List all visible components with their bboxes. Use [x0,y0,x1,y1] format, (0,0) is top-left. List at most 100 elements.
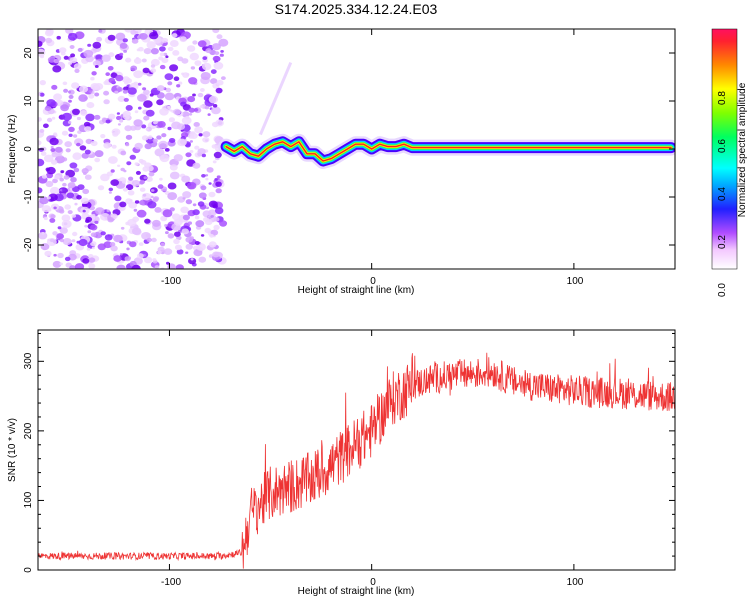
noise-blob [94,65,99,68]
noise-blob [72,152,82,160]
noise-blob [204,105,210,110]
noise-blob [64,141,72,148]
noise-blob [56,35,61,40]
noise-blob [215,188,222,194]
noise-blob [150,58,160,67]
top-ytick-label: 0 [23,146,34,152]
noise-blob [119,52,124,57]
noise-blob [120,167,125,172]
noise-blob [82,209,86,213]
noise-blob [85,138,93,145]
noise-blob [164,224,168,227]
noise-blob [80,197,89,204]
noise-blob [97,185,105,191]
noise-blob [100,134,106,139]
noise-blob [125,57,132,63]
top-ytick-label: -20 [23,237,34,252]
noise-blob [116,87,123,92]
noise-blob [152,219,161,227]
noise-blob [200,185,207,191]
noise-blob [87,43,92,47]
noise-blob [103,90,110,96]
noise-blob [169,40,179,47]
noise-blob [57,252,64,259]
noise-blob [159,177,163,181]
noise-blob [38,40,43,47]
noise-blob [59,227,68,234]
bottom-ylabel: SNR (10 * v/v) [7,418,18,482]
noise-blob [141,192,152,201]
top-ytick-label: 20 [23,47,34,59]
noise-blob [116,112,120,115]
noise-blob [117,164,121,167]
noise-blob [202,131,211,138]
noise-blob [114,195,122,202]
noise-blob [208,191,216,198]
bottom-xtick-label: 100 [567,577,584,588]
noise-blob [88,257,96,263]
noise-blob [199,105,204,109]
noise-blob [128,201,138,209]
noise-blob [167,182,177,190]
noise-blob [113,255,122,262]
noise-blob [138,106,142,110]
noise-blob [173,76,180,81]
noise-blob [211,106,221,115]
noise-blob [154,148,165,157]
noise-blob [62,81,68,86]
noise-blob [95,54,104,61]
noise-blob [103,241,113,249]
noise-blob [114,90,119,95]
noise-blob [120,150,127,156]
noise-blob [67,182,76,189]
noise-blob [50,148,56,152]
noise-blob [53,93,63,101]
noise-blob [117,95,126,102]
snr-series-line [38,352,675,569]
noise-blob [94,157,101,163]
noise-blob [213,61,224,70]
noise-blob [90,241,97,247]
noise-blob [160,242,166,247]
noise-blob [95,207,105,215]
trace-core [225,141,672,162]
noise-blob [157,184,164,189]
noise-blob [59,177,64,182]
noise-blob [189,52,199,61]
noise-blob [73,167,80,173]
noise-blob [146,41,156,49]
noise-blob [125,134,133,140]
noise-blob [111,144,117,149]
noise-blob [68,133,73,137]
noise-blob [173,238,180,245]
noise-blob [62,238,72,246]
noise-blob [68,126,75,132]
noise-blob [214,51,220,55]
noise-blob [144,256,153,264]
noise-blob [108,113,116,120]
noise-blob [130,30,137,35]
noise-blob [90,224,98,231]
noise-blob [204,227,212,234]
noise-blob [173,108,181,115]
noise-blob [131,227,142,235]
noise-blob [136,48,141,52]
noise-blob [115,74,124,82]
noise-blob [94,150,104,158]
spectral-streak [259,62,293,136]
noise-blob [165,231,169,235]
noise-blob [125,142,130,147]
noise-blob [68,99,72,103]
noise-blob [201,153,206,158]
noise-blob [143,115,150,121]
noise-blob [130,65,138,71]
noise-blob [173,218,183,226]
noise-blob [167,126,172,131]
noise-blob [74,68,80,73]
noise-blob [67,32,78,41]
noise-blob [76,116,81,121]
noise-blob [139,200,145,205]
noise-blob [134,162,139,166]
noise-blob [211,43,221,51]
noise-blob [150,64,156,68]
